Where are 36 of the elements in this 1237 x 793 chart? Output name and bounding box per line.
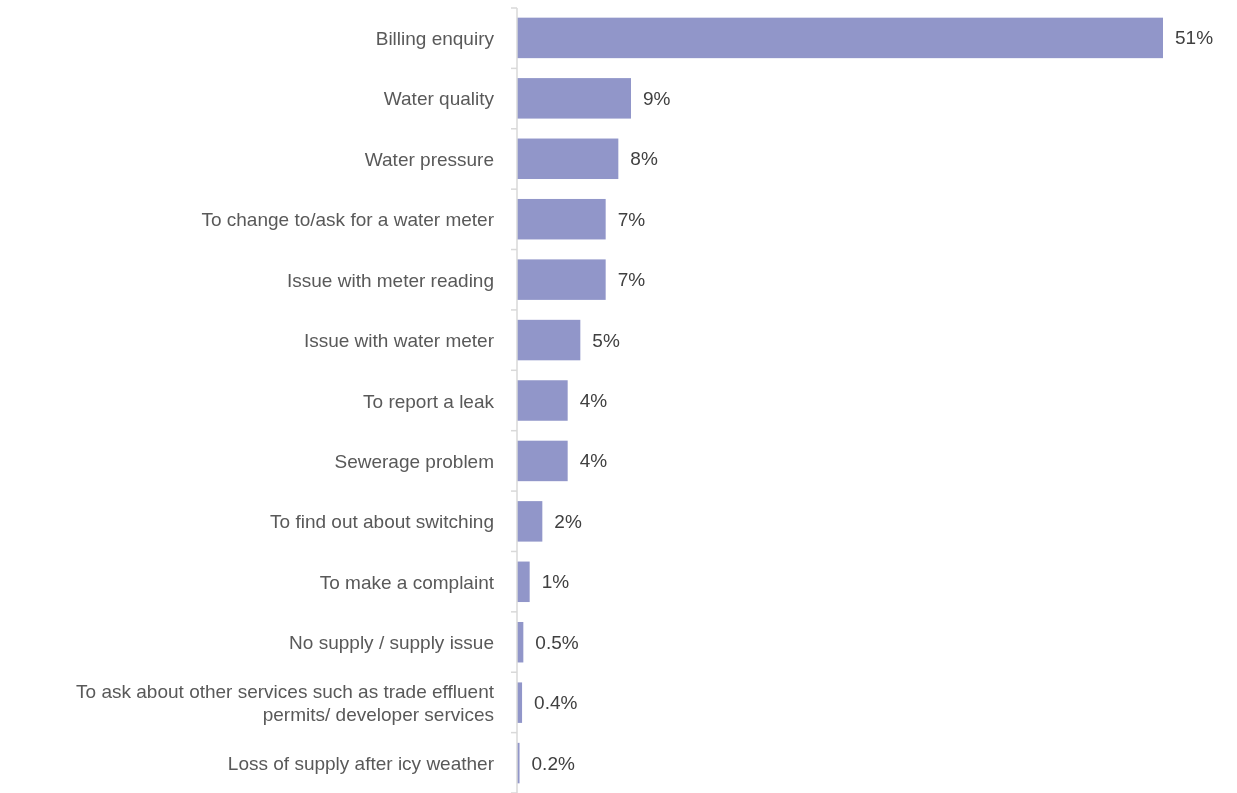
y-tick-label: To ask about other services such as trade effluent permits/ developer services [76,680,495,725]
bar [517,380,568,421]
y-tick-label: To make a complaint [319,571,495,593]
bar [517,17,1163,59]
y-tick-label: To change to/ask for a water meter [201,208,495,230]
data-label: 0.5% [535,631,579,653]
data-label: 2% [554,510,582,532]
y-tick-label: Water quality [383,87,495,109]
data-label: 51% [1175,27,1214,49]
bar [517,440,568,482]
y-tick-label: Loss of supply after icy weather [227,752,495,774]
data-label: 0.2% [531,752,575,774]
bar [517,198,606,240]
data-label: 9% [643,87,671,109]
y-tick-label: Sewerage problem [334,450,494,472]
data-label: 0.4% [534,692,578,714]
y-tick-label: No supply / supply issue [289,631,494,653]
bar [517,259,606,300]
data-label: 7% [617,208,646,230]
data-label: 8% [630,148,658,170]
bar [517,319,581,361]
data-label: 5% [592,329,620,351]
y-tick-label: Water pressure [364,148,494,170]
bar [517,78,631,119]
y-tick-label: To report a leak [363,390,495,411]
y-tick-label: Issue with meter reading [287,269,494,291]
data-label: 1% [541,571,570,593]
y-tick-label: Issue with water meter [303,329,495,351]
bar [517,501,543,542]
data-label: 4% [579,450,608,472]
y-tick-label: Billing enquiry [375,27,495,49]
y-tick-label: To find out about switching [270,510,494,532]
data-label: 4% [579,390,608,411]
bar [517,138,619,180]
bar [517,561,530,603]
data-label: 7% [617,269,646,291]
